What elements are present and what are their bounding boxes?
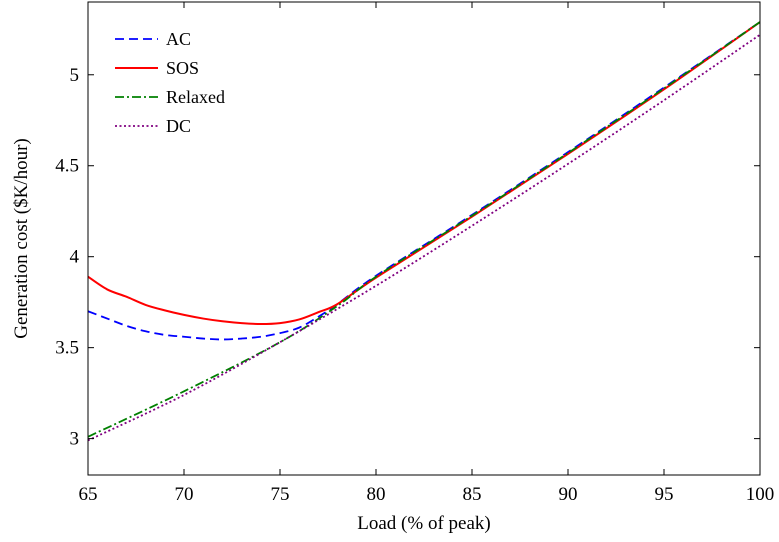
x-tick-label: 70 — [175, 484, 194, 505]
x-tick-label: 80 — [367, 484, 386, 505]
y-tick-label: 4.5 — [55, 156, 79, 177]
y-tick-label: 5 — [70, 65, 80, 86]
y-axis-title: Generation cost ($K/hour) — [11, 138, 32, 339]
series-layer — [87, 21, 761, 442]
x-tick-label: 100 — [746, 484, 775, 505]
y-tick-label: 3 — [70, 429, 80, 450]
series-line-dc — [87, 34, 761, 442]
y-tick-label: 4 — [70, 247, 80, 268]
legend-label-ac: AC — [166, 29, 191, 49]
legend: AC SOS Relaxed DC — [115, 29, 225, 136]
x-axis-title: Load (% of peak) — [357, 513, 490, 534]
series-line-relaxed — [87, 21, 761, 438]
legend-label-dc: DC — [166, 116, 191, 136]
x-tick-label: 65 — [79, 484, 98, 505]
legend-label-relaxed: Relaxed — [166, 87, 225, 107]
series-line-ac — [87, 21, 761, 341]
plot-frame — [87, 1, 761, 476]
x-tick-label: 75 — [271, 484, 290, 505]
ticks-layer: 65 70 75 80 85 90 95 100 3 3.5 4 4.5 5 — [55, 2, 774, 505]
x-tick-label: 85 — [463, 484, 482, 505]
x-tick-label: 90 — [559, 484, 578, 505]
x-tick-label: 95 — [655, 484, 674, 505]
y-tick-label: 3.5 — [55, 338, 79, 359]
legend-label-sos: SOS — [166, 58, 199, 78]
